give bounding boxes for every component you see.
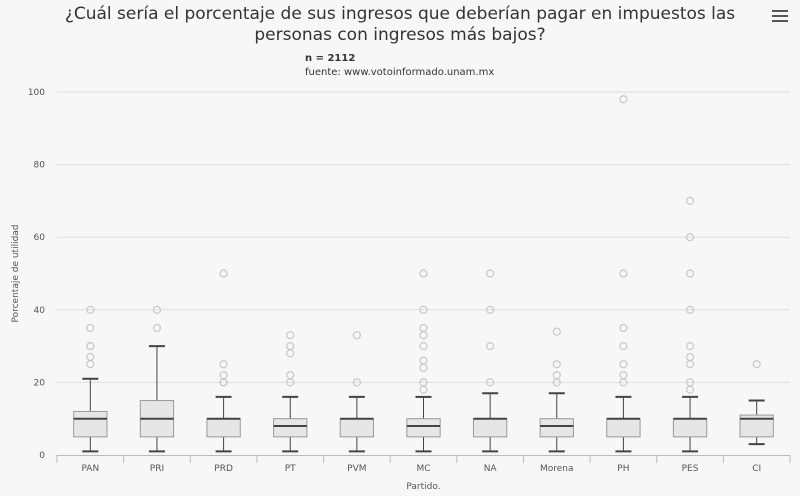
iqr-box <box>406 418 441 438</box>
iqr-box <box>472 418 508 438</box>
x-tick-label: PT <box>285 464 296 474</box>
y-axis-title: Porcentaje de utilidad <box>11 224 21 322</box>
outlier-point <box>619 342 628 351</box>
outlier-point <box>152 305 162 314</box>
outlier-point <box>685 269 695 278</box>
iqr-box <box>539 418 574 438</box>
iqr-box <box>339 418 375 438</box>
outlier-point <box>419 323 428 333</box>
boxes <box>73 95 774 453</box>
outlier-point <box>619 269 628 278</box>
outlier-point <box>219 371 228 380</box>
box-mc <box>406 269 441 453</box>
outlier-point <box>486 378 495 387</box>
x-tick-label: MC <box>416 464 430 474</box>
outlier-point <box>619 371 628 380</box>
y-tick-label: 60 <box>34 233 46 243</box>
outlier-point <box>86 352 95 362</box>
outlier-point <box>619 323 628 333</box>
outlier-point <box>685 385 695 394</box>
y-tick-label: 40 <box>34 306 46 316</box>
outlier-point <box>552 371 561 380</box>
x-axis-title: Partido. <box>406 482 440 492</box>
outlier-point <box>86 342 95 351</box>
outlier-point <box>419 356 428 365</box>
outlier-point <box>685 360 695 369</box>
outlier-point <box>685 233 695 242</box>
iqr-box <box>606 418 641 438</box>
outlier-point <box>486 305 495 314</box>
outlier-point <box>752 360 761 369</box>
box-pan <box>73 305 108 453</box>
iqr-box <box>206 418 241 438</box>
sample-size-label: n = 2112 <box>305 53 356 64</box>
box-ci <box>739 360 774 446</box>
x-tick-label: PAN <box>81 464 99 474</box>
box-ph <box>606 95 641 453</box>
y-tick-label: 100 <box>28 88 45 98</box>
hamburger-menu-icon[interactable] <box>772 10 788 24</box>
outlier-point <box>419 363 428 372</box>
outlier-point <box>619 360 628 369</box>
outlier-point <box>419 385 428 394</box>
chart-subtitle: n = 2112 fuente: www.votoinformado.unam.… <box>305 52 494 80</box>
box-pt <box>273 331 308 453</box>
chart-title: ¿Cuál sería el porcentaje de sus ingreso… <box>64 4 736 45</box>
box-prd <box>206 269 241 453</box>
outlier-point <box>486 269 495 278</box>
outlier-point <box>219 269 228 278</box>
iqr-box <box>73 410 108 438</box>
x-tick-label: PVM <box>347 464 366 474</box>
box-morena <box>539 327 574 453</box>
y-tick-label: 0 <box>39 451 45 461</box>
outlier-point <box>419 331 428 340</box>
outlier-point <box>419 378 428 387</box>
outlier-point <box>352 331 361 340</box>
outlier-point <box>685 305 695 314</box>
x-tick-label: PRD <box>214 464 233 474</box>
outlier-point <box>552 360 561 369</box>
outlier-point <box>219 360 228 369</box>
outlier-point <box>286 342 295 351</box>
box-pes <box>672 196 708 453</box>
outlier-point <box>685 352 695 362</box>
grid-lines <box>57 91 790 383</box>
outlier-point <box>486 342 495 351</box>
outlier-point <box>619 95 628 104</box>
x-tick-label: CI <box>752 464 761 474</box>
outlier-point <box>86 323 95 333</box>
y-tick-label: 20 <box>34 378 46 388</box>
x-tick-label: PES <box>682 464 699 474</box>
iqr-box <box>273 418 308 438</box>
iqr-box <box>739 414 774 438</box>
x-tick-label: PRI <box>150 464 164 474</box>
outlier-point <box>86 305 95 314</box>
outlier-point <box>352 378 361 387</box>
box-pvm <box>339 331 375 453</box>
outlier-point <box>685 342 695 351</box>
outlier-point <box>419 305 428 314</box>
outlier-point <box>419 269 428 278</box>
iqr-box <box>672 418 708 438</box>
outlier-point <box>286 331 295 340</box>
y-tick-label: 80 <box>34 161 46 171</box>
x-tick-label: PH <box>617 464 629 474</box>
outlier-point <box>152 323 162 333</box>
source-label: fuente: www.votoinformado.unam.mx <box>305 67 495 78</box>
outlier-point <box>286 371 295 380</box>
outlier-point <box>685 378 695 387</box>
box-na <box>472 269 508 453</box>
outlier-point <box>419 342 428 351</box>
axes: 0 20 40 60 80 100 PAN PRI PRD PT PVM MC NA Morena PH PE… <box>28 88 791 474</box>
box-pri <box>139 305 175 453</box>
x-tick-label: Morena <box>540 464 574 474</box>
outlier-point <box>86 360 95 369</box>
outlier-point <box>286 349 295 358</box>
outlier-point <box>552 327 561 336</box>
x-tick-label: NA <box>484 464 498 474</box>
outlier-point <box>685 196 695 205</box>
